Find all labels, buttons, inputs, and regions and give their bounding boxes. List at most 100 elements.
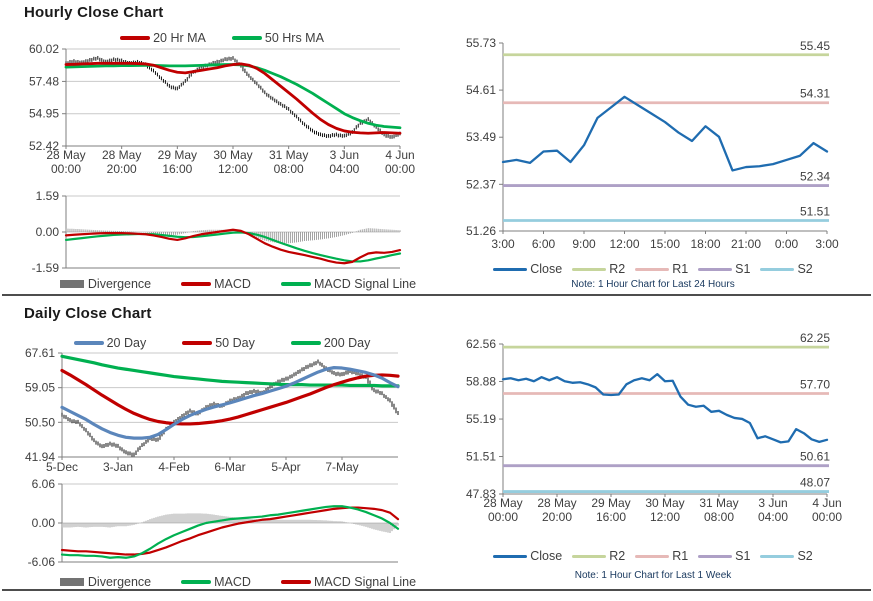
legend-label: R2 <box>609 262 626 276</box>
svg-text:6:00: 6:00 <box>532 237 556 251</box>
svg-text:50.50: 50.50 <box>25 415 55 429</box>
legend-item-50day: 50 Day <box>182 336 255 350</box>
hourly-sr-note: Note: 1 Hour Chart for Last 24 Hours <box>571 279 735 290</box>
daily-price-chart: 67.61 59.05 50.50 41.945-Dec 3-Jan 4-Feb 6-Mar… <box>25 346 400 474</box>
signal-line-swatch <box>280 580 311 584</box>
hourly-macd-chart: 1.59 0.00 -1.59 <box>32 189 402 275</box>
legend-item-200day: 200 Day <box>290 336 370 350</box>
r2-line-swatch <box>572 554 607 558</box>
s1-line-swatch <box>698 554 733 558</box>
legend-label: Divergence <box>87 575 152 589</box>
legend-item-r1: R1 <box>635 549 688 563</box>
svg-text:31 May: 31 May <box>699 496 738 510</box>
svg-text:4 Jun: 4 Jun <box>385 148 414 162</box>
daily-macd-legend: Divergence MACD MACD Signal Line <box>50 575 426 589</box>
legend-item-20hr-ma: 20 Hr MA <box>120 31 206 45</box>
legend-item-r2: R2 <box>572 262 625 276</box>
svg-text:3:00: 3:00 <box>815 237 839 251</box>
svg-text:51.26: 51.26 <box>466 224 496 238</box>
legend-item-macd: MACD <box>181 277 251 291</box>
legend-label: Close <box>530 549 563 563</box>
legend-item-divergence: Divergence <box>59 575 152 589</box>
svg-text:18:00: 18:00 <box>690 237 720 251</box>
legend-item-macd-signal: MACD Signal Line <box>280 575 416 589</box>
legend-item-20day: 20 Day <box>73 336 146 350</box>
hourly-section-title: Hourly Close Chart <box>24 4 164 21</box>
svg-text:16:00: 16:00 <box>162 162 192 176</box>
legend-label: S1 <box>735 549 751 563</box>
svg-text:04:00: 04:00 <box>758 510 788 524</box>
legend-item-divergence: Divergence <box>59 277 151 291</box>
svg-text:1.59: 1.59 <box>36 189 60 203</box>
section-divider <box>2 294 871 296</box>
s2-line-swatch <box>760 554 795 558</box>
svg-text:30 May: 30 May <box>645 496 684 510</box>
legend-label: S2 <box>797 549 813 563</box>
legend-label: 50 Hrs MA <box>264 31 324 45</box>
svg-text:57.70: 57.70 <box>800 377 830 391</box>
s2-line-swatch <box>760 267 795 271</box>
svg-text:54.61: 54.61 <box>466 83 496 97</box>
legend-label: MACD <box>214 575 251 589</box>
svg-text:16:00: 16:00 <box>596 510 626 524</box>
close-line-swatch <box>493 554 528 558</box>
daily-ma-legend: 20 Day 50 Day 200 Day <box>46 336 398 350</box>
svg-text:50.61: 50.61 <box>800 450 830 464</box>
svg-text:41.94: 41.94 <box>25 450 55 464</box>
svg-text:00:00: 00:00 <box>488 510 518 524</box>
svg-text:28 May: 28 May <box>46 148 85 162</box>
svg-text:29 May: 29 May <box>591 496 630 510</box>
ma-line-swatch <box>73 341 104 345</box>
svg-text:53.49: 53.49 <box>466 130 496 144</box>
legend-item-s1: S1 <box>698 549 750 563</box>
legend-item-50hr-ma: 50 Hrs MA <box>231 31 324 45</box>
svg-text:0.00: 0.00 <box>36 225 60 239</box>
legend-label: MACD <box>214 277 251 291</box>
svg-text:-1.59: -1.59 <box>32 261 60 275</box>
s1-line-swatch <box>698 267 733 271</box>
svg-text:00:00: 00:00 <box>385 162 415 176</box>
legend-label: 20 Hr MA <box>153 31 206 45</box>
legend-label: 50 Day <box>215 336 255 350</box>
svg-text:62.25: 62.25 <box>800 331 830 345</box>
legend-label: R2 <box>609 549 626 563</box>
svg-text:54.31: 54.31 <box>800 87 830 101</box>
svg-text:20:00: 20:00 <box>107 162 137 176</box>
svg-text:6-Mar: 6-Mar <box>214 460 245 474</box>
svg-text:00:00: 00:00 <box>51 162 81 176</box>
hourly-sr-legend: Close R2 R1 S1 S2 <box>441 262 865 276</box>
divergence-bar-swatch <box>59 578 84 586</box>
svg-text:5-Dec: 5-Dec <box>46 460 78 474</box>
svg-text:21:00: 21:00 <box>731 237 761 251</box>
bottom-divider <box>2 589 871 591</box>
legend-item-s2: S2 <box>760 549 813 563</box>
svg-text:52.37: 52.37 <box>466 177 496 191</box>
svg-text:08:00: 08:00 <box>704 510 734 524</box>
svg-text:58.88: 58.88 <box>466 374 496 388</box>
legend-item-close: Close <box>493 549 562 563</box>
svg-text:3 Jun: 3 Jun <box>758 496 787 510</box>
svg-text:52.42: 52.42 <box>29 139 59 153</box>
svg-text:31 May: 31 May <box>269 148 308 162</box>
svg-text:28 May: 28 May <box>102 148 141 162</box>
daily-macd-chart: 6.06 0.00 -6.06 <box>28 477 400 569</box>
svg-text:51.51: 51.51 <box>800 204 830 218</box>
r2-line-swatch <box>572 267 607 271</box>
legend-item-s2: S2 <box>760 262 813 276</box>
svg-text:08:00: 08:00 <box>274 162 304 176</box>
svg-text:55.19: 55.19 <box>466 412 496 426</box>
divergence-bar-swatch <box>59 280 84 288</box>
svg-text:29 May: 29 May <box>158 148 197 162</box>
legend-label: S2 <box>797 262 813 276</box>
svg-text:5-Apr: 5-Apr <box>271 460 300 474</box>
svg-text:0.00: 0.00 <box>32 516 56 530</box>
svg-text:47.83: 47.83 <box>466 487 496 501</box>
macd-line-swatch <box>181 580 212 584</box>
hourly-section: Hourly Close Chart 20 Hr MA 50 Hrs MA 60… <box>0 0 873 294</box>
svg-text:9:00: 9:00 <box>572 237 596 251</box>
hourly-macd-legend: Divergence MACD MACD Signal Line <box>50 277 426 291</box>
svg-text:4-Feb: 4-Feb <box>158 460 190 474</box>
